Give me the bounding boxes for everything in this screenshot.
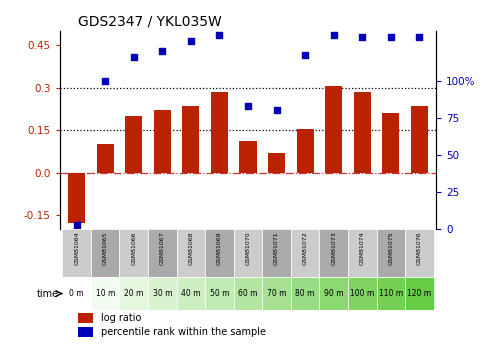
Text: GSM81074: GSM81074 bbox=[360, 231, 365, 265]
FancyBboxPatch shape bbox=[376, 277, 405, 310]
Text: time: time bbox=[37, 288, 59, 298]
Bar bbox=[78, 327, 93, 337]
Point bbox=[387, 34, 395, 40]
Text: GSM81064: GSM81064 bbox=[74, 231, 79, 265]
Bar bbox=[382, 113, 399, 172]
Text: 40 m: 40 m bbox=[181, 289, 201, 298]
FancyBboxPatch shape bbox=[234, 277, 262, 310]
Point bbox=[330, 32, 338, 38]
Bar bbox=[325, 86, 342, 172]
Bar bbox=[154, 110, 171, 172]
FancyBboxPatch shape bbox=[348, 229, 376, 277]
Bar bbox=[183, 106, 199, 172]
Point bbox=[273, 108, 281, 113]
FancyBboxPatch shape bbox=[319, 277, 348, 310]
Text: GSM81068: GSM81068 bbox=[188, 231, 193, 265]
FancyBboxPatch shape bbox=[120, 229, 148, 277]
FancyBboxPatch shape bbox=[205, 277, 234, 310]
Text: 60 m: 60 m bbox=[238, 289, 258, 298]
FancyBboxPatch shape bbox=[262, 229, 291, 277]
Text: 120 m: 120 m bbox=[407, 289, 432, 298]
Text: GSM81065: GSM81065 bbox=[103, 231, 108, 265]
Point bbox=[101, 78, 109, 83]
FancyBboxPatch shape bbox=[148, 229, 177, 277]
Text: GSM81067: GSM81067 bbox=[160, 231, 165, 265]
FancyBboxPatch shape bbox=[348, 277, 376, 310]
Point bbox=[358, 34, 366, 40]
Point bbox=[301, 52, 309, 58]
FancyBboxPatch shape bbox=[262, 277, 291, 310]
FancyBboxPatch shape bbox=[91, 277, 120, 310]
Bar bbox=[68, 172, 85, 224]
Bar bbox=[211, 92, 228, 172]
Point bbox=[158, 48, 166, 53]
Bar bbox=[125, 116, 142, 172]
Text: log ratio: log ratio bbox=[101, 313, 141, 323]
FancyBboxPatch shape bbox=[120, 277, 148, 310]
FancyBboxPatch shape bbox=[62, 277, 91, 310]
Text: 90 m: 90 m bbox=[324, 289, 343, 298]
Text: 80 m: 80 m bbox=[296, 289, 315, 298]
Text: 70 m: 70 m bbox=[267, 289, 286, 298]
Point bbox=[130, 54, 138, 60]
FancyBboxPatch shape bbox=[319, 229, 348, 277]
FancyBboxPatch shape bbox=[177, 229, 205, 277]
Text: GSM81073: GSM81073 bbox=[331, 231, 336, 265]
Text: 30 m: 30 m bbox=[153, 289, 172, 298]
Text: GSM81070: GSM81070 bbox=[246, 231, 250, 265]
Text: 20 m: 20 m bbox=[124, 289, 143, 298]
Bar bbox=[97, 144, 114, 172]
FancyBboxPatch shape bbox=[177, 277, 205, 310]
FancyBboxPatch shape bbox=[205, 229, 234, 277]
FancyBboxPatch shape bbox=[148, 277, 177, 310]
Bar bbox=[78, 313, 93, 323]
Text: GSM81069: GSM81069 bbox=[217, 231, 222, 265]
Text: GSM81075: GSM81075 bbox=[388, 231, 393, 265]
Point bbox=[187, 38, 195, 44]
Text: GDS2347 / YKL035W: GDS2347 / YKL035W bbox=[78, 14, 222, 29]
Text: 10 m: 10 m bbox=[96, 289, 115, 298]
Text: 100 m: 100 m bbox=[350, 289, 374, 298]
Bar bbox=[268, 153, 285, 172]
Bar bbox=[297, 129, 313, 172]
Bar bbox=[240, 141, 256, 172]
Text: 50 m: 50 m bbox=[210, 289, 229, 298]
Text: GSM81071: GSM81071 bbox=[274, 231, 279, 265]
FancyBboxPatch shape bbox=[405, 277, 434, 310]
Text: GSM81066: GSM81066 bbox=[131, 231, 136, 265]
Point bbox=[215, 32, 223, 38]
Text: GSM81076: GSM81076 bbox=[417, 231, 422, 265]
Point bbox=[73, 223, 81, 228]
FancyBboxPatch shape bbox=[62, 229, 91, 277]
Point bbox=[244, 104, 252, 109]
Bar bbox=[354, 92, 371, 172]
FancyBboxPatch shape bbox=[291, 277, 319, 310]
Text: 0 m: 0 m bbox=[69, 289, 84, 298]
Text: percentile rank within the sample: percentile rank within the sample bbox=[101, 327, 266, 337]
FancyBboxPatch shape bbox=[291, 229, 319, 277]
FancyBboxPatch shape bbox=[91, 229, 120, 277]
FancyBboxPatch shape bbox=[234, 229, 262, 277]
FancyBboxPatch shape bbox=[405, 229, 434, 277]
Point bbox=[415, 34, 423, 40]
FancyBboxPatch shape bbox=[376, 229, 405, 277]
Bar bbox=[411, 106, 428, 172]
Text: 110 m: 110 m bbox=[379, 289, 403, 298]
Text: GSM81072: GSM81072 bbox=[303, 231, 308, 265]
